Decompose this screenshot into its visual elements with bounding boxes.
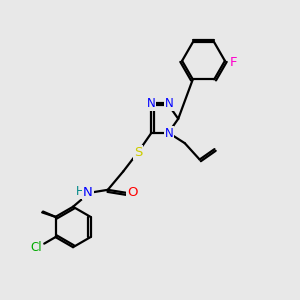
Text: N: N [146,98,155,110]
Text: O: O [128,186,138,199]
Text: N: N [83,186,93,199]
Text: H: H [76,185,85,198]
Text: F: F [230,56,237,69]
Text: N: N [165,127,173,140]
Text: N: N [165,98,173,110]
Text: Cl: Cl [30,241,42,254]
Text: S: S [134,146,142,159]
